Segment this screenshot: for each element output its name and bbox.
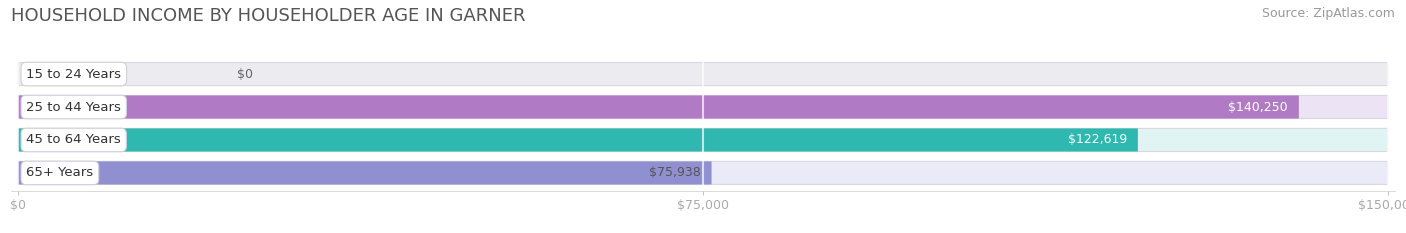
FancyBboxPatch shape — [18, 161, 711, 185]
FancyBboxPatch shape — [18, 96, 1299, 119]
Text: HOUSEHOLD INCOME BY HOUSEHOLDER AGE IN GARNER: HOUSEHOLD INCOME BY HOUSEHOLDER AGE IN G… — [11, 7, 526, 25]
Text: $140,250: $140,250 — [1229, 100, 1288, 113]
FancyBboxPatch shape — [18, 62, 1388, 86]
Text: 25 to 44 Years: 25 to 44 Years — [27, 100, 121, 113]
Text: 65+ Years: 65+ Years — [27, 166, 93, 179]
Text: $122,619: $122,619 — [1067, 134, 1126, 147]
Text: Source: ZipAtlas.com: Source: ZipAtlas.com — [1261, 7, 1395, 20]
Text: $0: $0 — [238, 68, 253, 81]
Text: 15 to 24 Years: 15 to 24 Years — [27, 68, 121, 81]
FancyBboxPatch shape — [18, 128, 1388, 151]
FancyBboxPatch shape — [18, 161, 1388, 185]
FancyBboxPatch shape — [18, 96, 1388, 119]
Text: 45 to 64 Years: 45 to 64 Years — [27, 134, 121, 147]
FancyBboxPatch shape — [18, 128, 1137, 151]
Text: $75,938: $75,938 — [648, 166, 700, 179]
